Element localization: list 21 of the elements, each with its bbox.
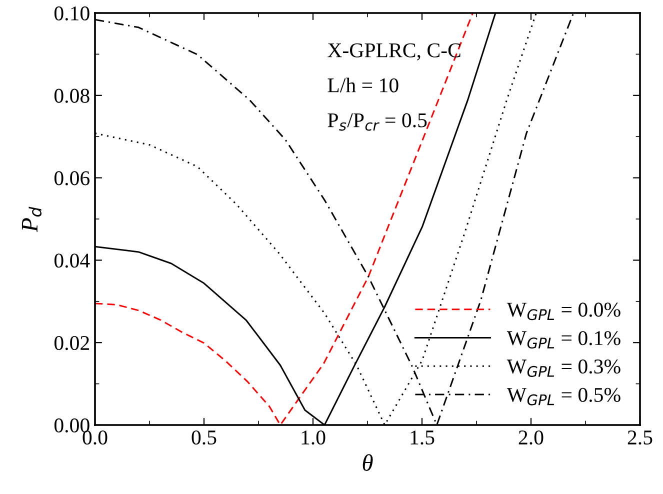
x-tick-label: 0.0 [82, 430, 108, 445]
legend-label: W$_{GPL}$ = 0.3% [506, 359, 620, 377]
x-tick-label: 1.0 [302, 430, 326, 445]
legend-label: W$_{GPL}$ = 0.0% [506, 302, 620, 320]
legend-label: W$_{GPL}$ = 0.1% [506, 331, 620, 349]
y-tick-label: 0.08 [54, 88, 90, 103]
y-tick-label: 0.04 [54, 254, 90, 268]
annotation: L/h = 10 [328, 78, 398, 92]
x-tick-label: 2.0 [518, 430, 544, 445]
y-tick-label: 0.06 [54, 171, 90, 186]
y-axis-title: P$_{d}$ [22, 206, 42, 232]
y-tick-label: 0.02 [54, 336, 89, 350]
x-tick-label: 2.5 [628, 430, 652, 445]
legend-label: W$_{GPL}$ = 0.5% [506, 388, 620, 406]
x-tick-label: 0.5 [192, 430, 216, 445]
x-axis-title: θ [362, 454, 373, 471]
y-tick-label: 0.10 [54, 6, 90, 21]
annotation: P$_{s}$/P$_{cr}$ = 0.5 [328, 113, 427, 131]
x-tick-label: 1.5 [410, 430, 434, 445]
annotation: X-GPLRC, C-C [328, 43, 460, 60]
y-tick-label: 0.00 [54, 418, 90, 433]
